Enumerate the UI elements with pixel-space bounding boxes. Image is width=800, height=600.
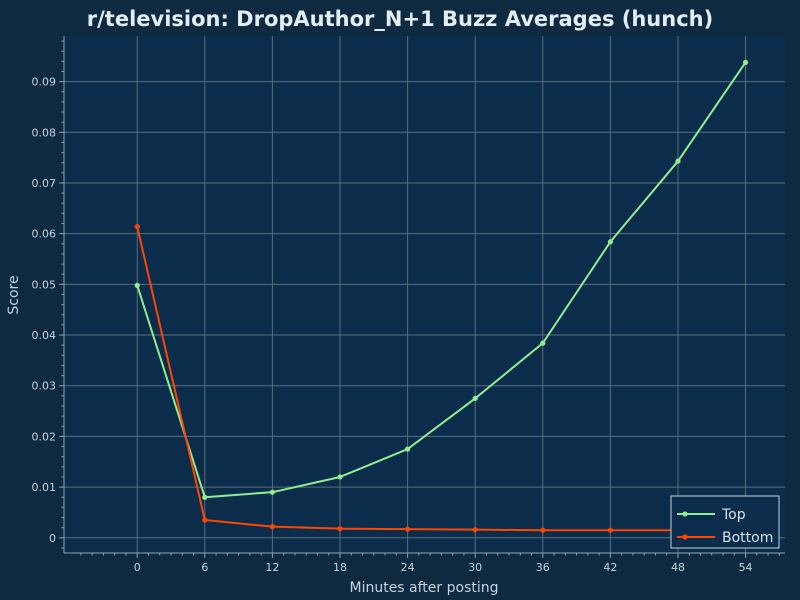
y-tick-label: 0.04: [32, 329, 57, 342]
data-point-bottom: [134, 223, 140, 230]
y-tick-label: 0.06: [32, 228, 57, 241]
x-tick-label: 42: [603, 561, 617, 574]
y-tick-label: 0.07: [32, 177, 57, 190]
data-point-top: [540, 340, 546, 346]
y-tick-label: 0.01: [32, 481, 57, 494]
y-tick-label: 0.08: [32, 126, 57, 139]
plot-area: [64, 36, 785, 553]
series-layer: [134, 59, 749, 533]
data-point-bottom: [202, 517, 208, 523]
x-tick-label: 54: [739, 561, 753, 574]
chart-title: r/television: DropAuthor_N+1 Buzz Averag…: [87, 7, 713, 31]
grid: [64, 36, 785, 553]
data-point-bottom: [540, 527, 546, 533]
data-point-top: [134, 282, 140, 288]
x-tick-label: 0: [134, 561, 141, 574]
legend: Top Bottom: [670, 495, 780, 549]
data-point-bottom: [607, 527, 613, 533]
data-point-top: [269, 489, 276, 495]
data-point-top: [405, 446, 411, 452]
data-point-bottom: [269, 524, 276, 530]
x-tick-label: 36: [536, 561, 550, 574]
x-tick-label: 6: [201, 561, 208, 574]
data-point-bottom: [337, 526, 343, 532]
x-tick-label: 48: [671, 561, 685, 574]
data-point-top: [337, 474, 343, 480]
axes: 0 6 12 18 24 30 36 42 48 54 0 0.01 0.02 0.03 0.04 0.05 0…: [32, 36, 785, 574]
legend-label-bottom: Bottom: [722, 530, 773, 546]
data-point-top: [607, 239, 613, 245]
x-tick-label: 30: [468, 561, 482, 574]
data-point-bottom: [405, 526, 411, 532]
data-point-top: [742, 59, 749, 65]
y-tick-label: 0.09: [32, 76, 57, 89]
legend-marker-top: [682, 511, 688, 517]
legend-marker-bottom: [682, 534, 688, 540]
legend-label-top: Top: [721, 507, 746, 523]
series-line-bottom: [136, 226, 746, 532]
data-point-top: [472, 395, 478, 402]
y-tick-label: 0.05: [32, 278, 57, 291]
data-point-top: [202, 494, 208, 500]
x-tick-label: 18: [333, 561, 347, 574]
x-axis-label: Minutes after posting: [349, 580, 498, 596]
series-line-top: [136, 61, 747, 499]
data-point-top: [675, 158, 681, 164]
y-tick-label: 0.02: [32, 430, 57, 443]
x-tick-label: 12: [265, 561, 279, 574]
x-tick-label: 24: [401, 561, 415, 574]
data-point-bottom: [472, 527, 478, 533]
y-tick-label: 0.03: [32, 380, 57, 393]
legend-box: [670, 495, 780, 549]
y-tick-label: 0: [49, 532, 56, 545]
y-axis-label: Score: [6, 275, 22, 314]
